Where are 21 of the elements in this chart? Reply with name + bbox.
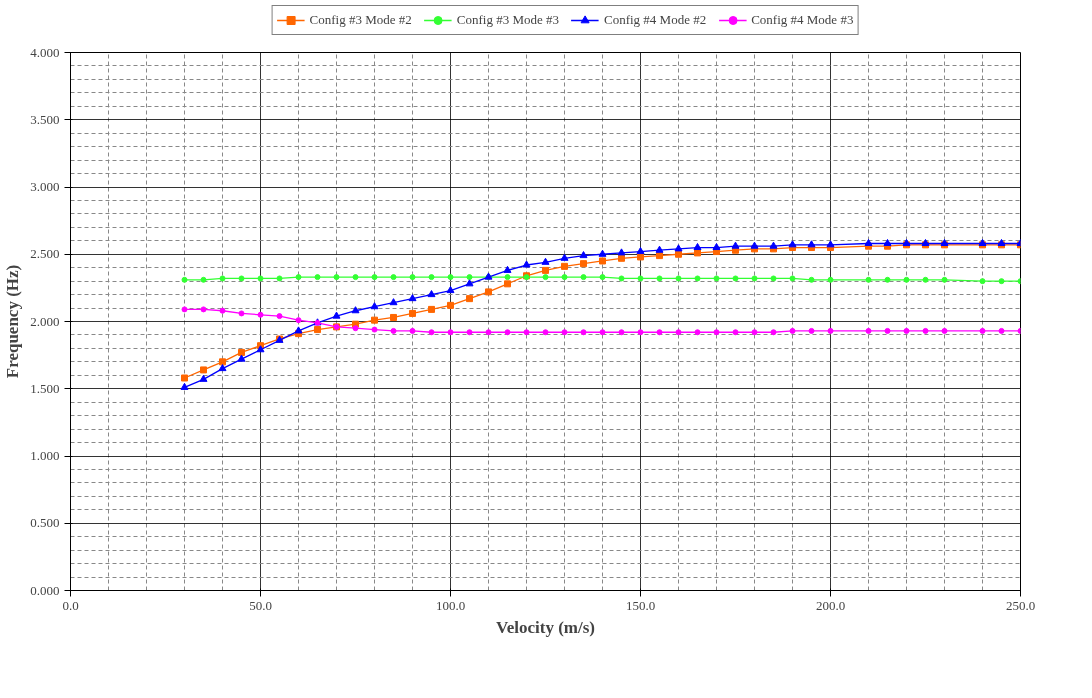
y-tick-label: 4.000 <box>30 44 60 60</box>
x-tick-label: 100.0 <box>435 597 466 613</box>
y-tick-label: 0.000 <box>30 582 60 598</box>
legend-label: Config #4 Mode #3 <box>751 12 854 28</box>
y-axis-title: Frequency (Hz) <box>3 264 23 379</box>
legend-label: Config #4 Mode #2 <box>604 12 707 28</box>
y-tick-label: 2.500 <box>30 246 60 262</box>
x-axis-title: Velocity (m/s) <box>496 617 596 637</box>
legend-label: Config #3 Mode #2 <box>309 12 412 28</box>
y-tick-label: 3.000 <box>30 179 60 194</box>
x-tick-label: 50.0 <box>249 597 272 613</box>
x-tick-label: 250.0 <box>1005 597 1036 613</box>
x-tick-label: 150.0 <box>625 597 656 613</box>
y-tick-label: 1.500 <box>30 380 60 396</box>
y-tick-label: 0.500 <box>30 515 60 531</box>
y-tick-label: 2.000 <box>30 313 60 329</box>
legend-label: Config #3 Mode #3 <box>456 12 559 28</box>
x-tick-label: 200.0 <box>815 597 846 613</box>
y-tick-label: 3.500 <box>30 111 60 127</box>
x-tick-label: 0.0 <box>62 597 79 613</box>
y-tick-label: 1.000 <box>30 448 60 463</box>
